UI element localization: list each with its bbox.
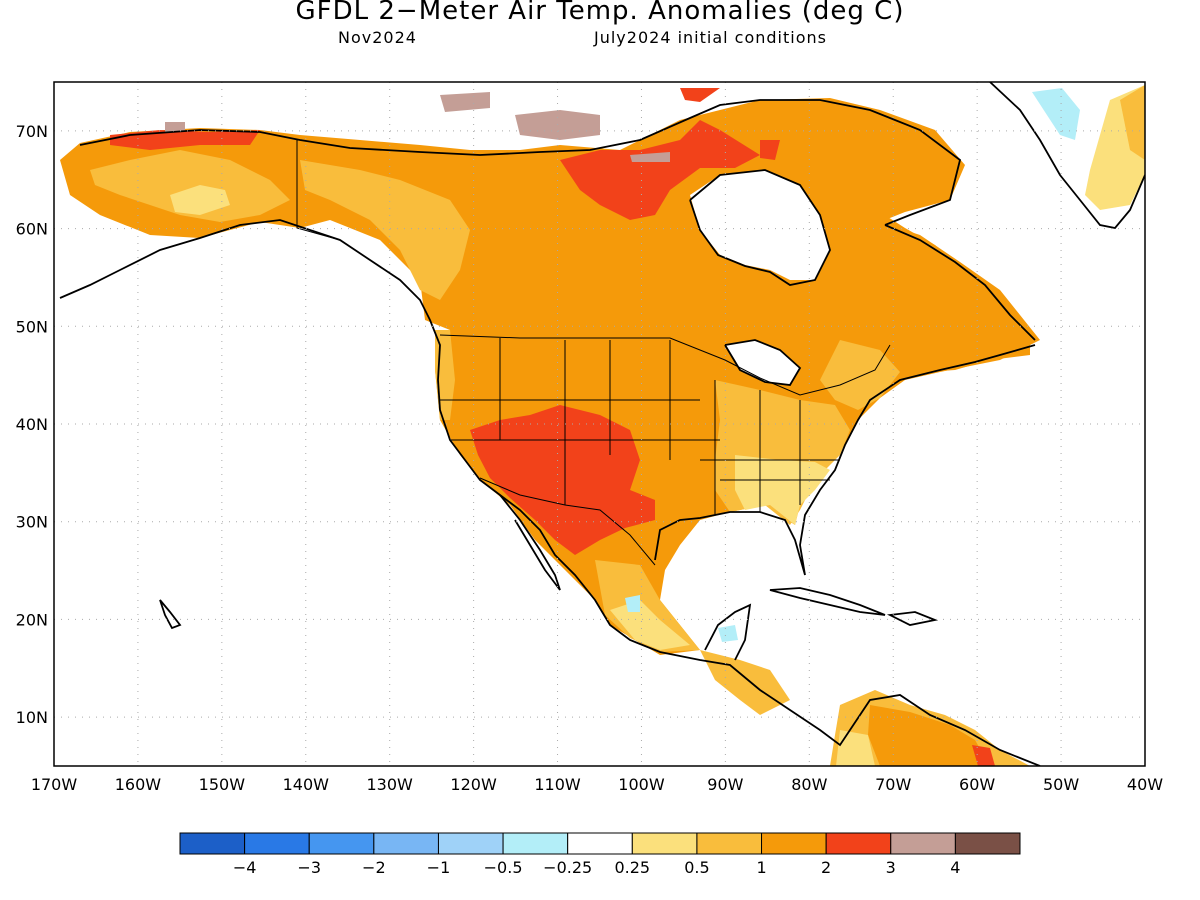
lon-tick-label: 140W [283,775,330,794]
legend-color-box [890,832,956,855]
anomaly-venezuela-hot [972,745,995,766]
coastline-hawaii [159,599,182,630]
legend-label: 0.25 [614,858,650,877]
map-frame [53,81,1146,767]
legend-label: 0.5 [684,858,709,877]
anomaly-neg-yucatan [625,595,640,612]
anomaly-0-5-1-greenland [1120,85,1145,160]
lon-tick-label: 160W [115,775,162,794]
coastline-gulf [654,344,1036,576]
coastline-great-lakes [724,339,802,386]
lon-tick-label: 150W [199,775,246,794]
lat-tick-label: 10N [16,708,48,727]
legend-label: 2 [821,858,831,877]
anomaly-south-america-2 [868,705,990,766]
forecast-month: Nov2024 [338,28,417,47]
legend-color-box [567,832,633,855]
anomaly-fill-layer [60,85,1145,766]
latitude-labels: 10N 20N 30N 40N 50N 60N 70N [16,122,48,727]
coastline-hudson-bay [689,169,831,286]
legend-color-box [179,832,246,855]
anomaly-0-25-0-5-alaska [170,185,230,215]
anomaly-neg-yucatan-2 [718,625,738,642]
border-states-2 [700,380,840,515]
legend-label: 1 [756,858,766,877]
lon-tick-label: 70W [875,775,911,794]
coastline-yucatan [704,603,752,661]
anomaly-1-2-central-america [700,650,790,715]
legend-color-box [696,832,763,855]
anomaly-0-5-1-yukon [300,160,470,300]
lon-tick-label: 40W [1127,775,1163,794]
coastline-hispaniola [886,611,939,626]
legend-color-box [631,832,698,855]
lon-tick-label: 100W [618,775,665,794]
coastline-labrador [884,224,1036,341]
initial-conditions: July2024 initial conditions [594,28,827,47]
longitude-labels: 170W 160W 150W 140W 130W 120W 110W 100W 90W 80W 70… [31,775,1163,794]
anomaly-2-3-baffin [680,88,720,102]
lat-tick-label: 60N [16,220,48,239]
border-states-1 [440,338,720,505]
coastline-layer [59,82,1145,766]
anomaly-2-3-arctic-north [110,130,260,150]
coastline-greenland [989,82,1145,229]
anomaly-2-3-hudson [560,120,760,220]
anomaly-south-america-3 [836,730,875,766]
lat-tick-label: 70N [16,122,48,141]
legend-label: −4 [233,858,257,877]
lon-tick-label: 170W [31,775,78,794]
neutral-hudson-bay [690,170,830,280]
coastline-cuba [769,587,886,616]
anomaly-3-4-fox [630,152,670,162]
legend-label: −0.25 [543,858,592,877]
legend-label: −0.5 [484,858,523,877]
anomaly-neg-greenland [1032,88,1080,140]
anomaly-0-5-1-alaska [90,150,290,222]
legend-color-box [437,832,504,855]
legend-label: −2 [362,858,386,877]
legend-color-box [308,832,375,855]
legend-color-box [954,832,1021,855]
anomaly-0-25-0-5-mexico [610,600,690,650]
anomaly-2-3-greenland-west [760,140,780,160]
lat-tick-label: 50N [16,317,48,336]
legend-label: 3 [886,858,896,877]
anomaly-0-5-1-mexico [595,560,700,652]
coastline-arctic [79,99,962,226]
legend-label: −1 [427,858,451,877]
border-alaska-canada [296,140,341,241]
lon-tick-label: 130W [367,775,414,794]
anomaly-3-4-beaufort [165,122,185,132]
legend-color-box [825,832,892,855]
legend-label: 4 [950,858,960,877]
anomaly-3-4-banks [440,92,490,112]
coastline-north-america [59,219,1041,766]
legend-color-box [761,832,827,855]
lat-tick-label: 20N [16,610,48,629]
political-borders [296,140,891,566]
map-title: GFDL 2−Meter Air Temp. Anomalies (deg C) [295,0,905,26]
lon-tick-label: 90W [707,775,743,794]
lat-tick-label: 40N [16,415,48,434]
lon-tick-label: 110W [534,775,581,794]
anomaly-1-2-east [825,210,1030,372]
lon-tick-label: 80W [791,775,827,794]
lon-tick-label: 120W [450,775,497,794]
legend-color-box [373,832,439,855]
lat-tick-label: 30N [16,513,48,532]
border-us-mexico [479,477,656,566]
lon-tick-label: 50W [1043,775,1079,794]
anomaly-0-25-0-5-southeast [735,455,830,525]
coastline-baja [499,494,561,591]
legend-color-box [244,832,310,855]
legend-color-box [502,832,569,855]
lon-tick-label: 60W [959,775,995,794]
border-us-canada [439,334,891,396]
legend-label: −3 [297,858,321,877]
